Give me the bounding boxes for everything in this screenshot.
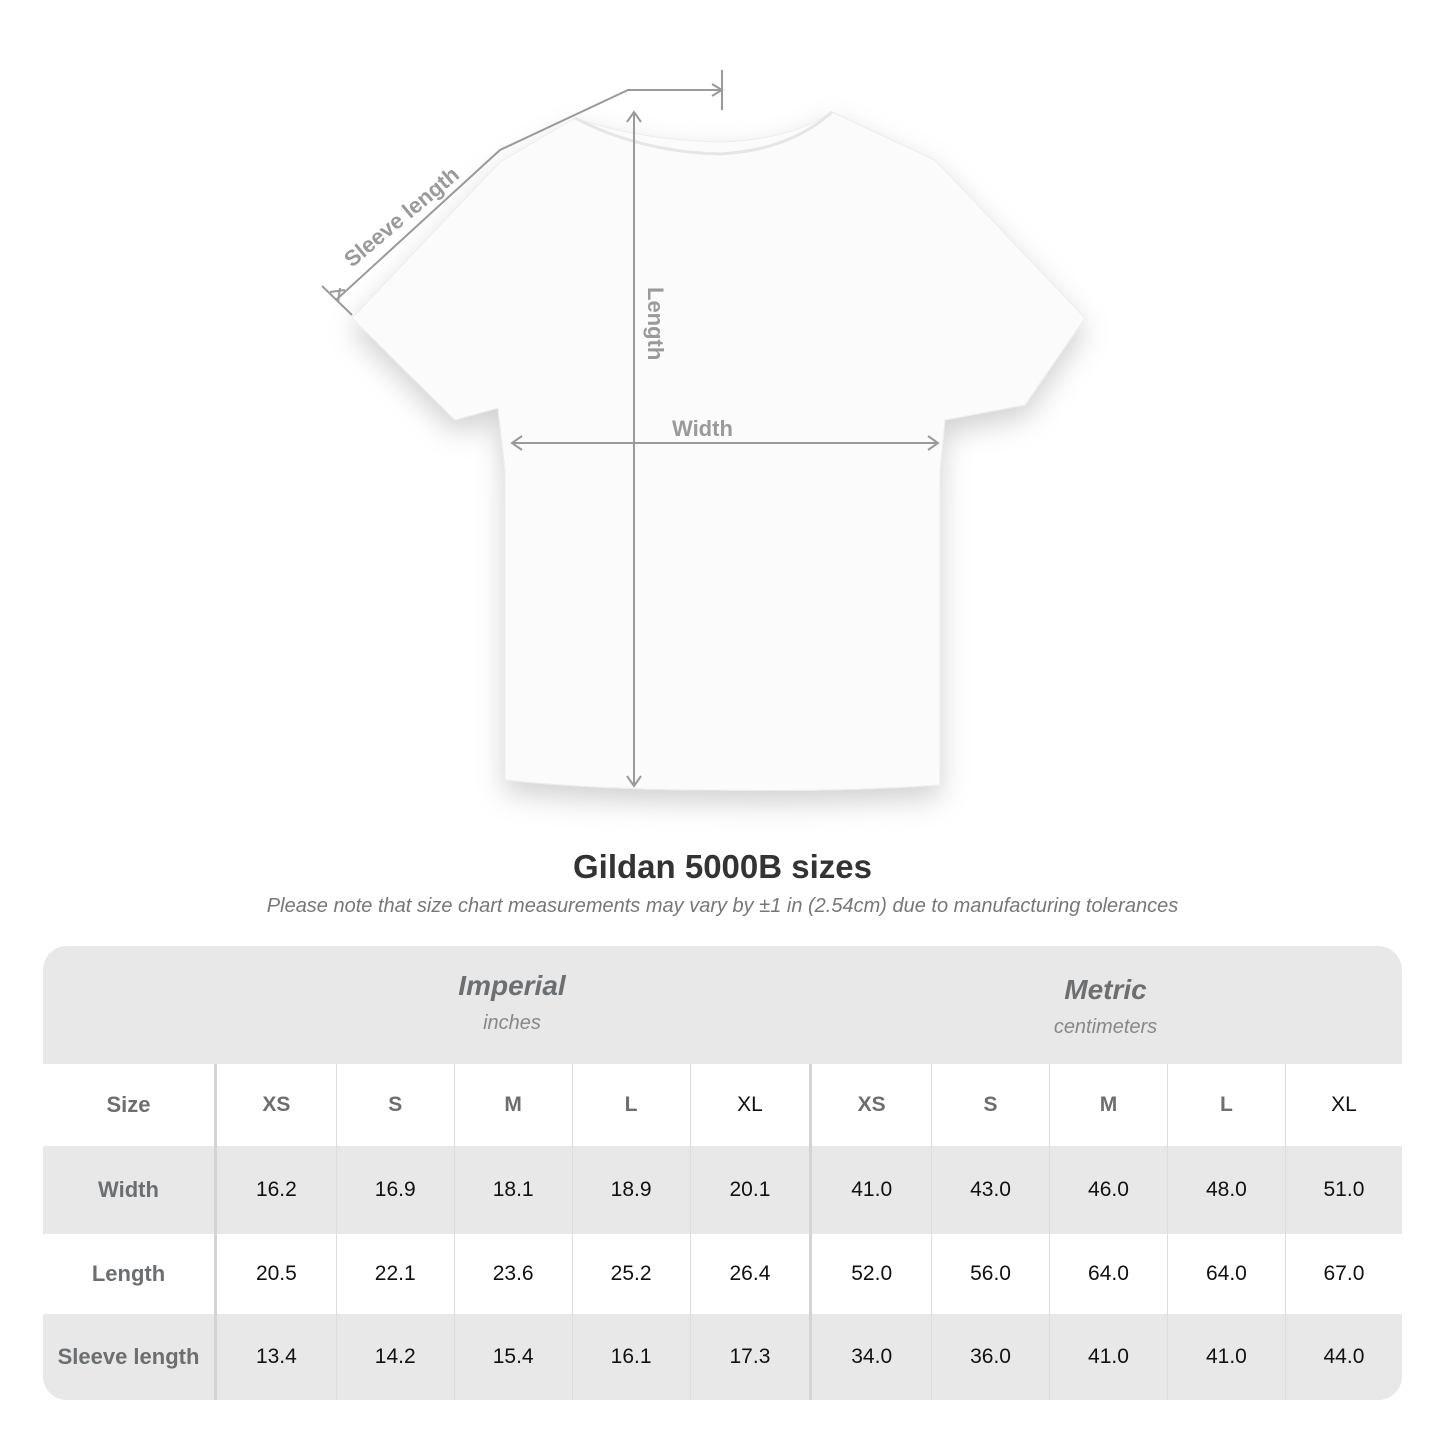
metric-size-m: M [1049,1064,1168,1146]
table-row: Length 20.5 22.1 23.6 25.2 26.4 52.0 56.0 64.0 64… [43,1234,1402,1314]
metric-value: 67.0 [1284,1234,1402,1314]
metric-value: 48.0 [1166,1146,1286,1234]
metric-unit: centimeters [1053,1016,1158,1038]
imperial-value: 18.1 [453,1146,573,1234]
imperial-value: 15.4 [453,1314,573,1400]
tolerance-note: Please note that size chart measurements… [266,895,1179,917]
metric-value: 46.0 [1049,1146,1168,1234]
imperial-header: Imperial inches [215,970,809,1088]
imperial-size-xl: XL [689,1064,811,1146]
metric-value: 36.0 [931,1314,1050,1400]
row-label: Width [43,1146,217,1234]
metric-value: 52.0 [809,1234,932,1314]
imperial-value: 17.3 [689,1314,811,1400]
tshirt-image [351,111,1086,791]
size-table-panel: Imperial inches Metric centimeters Size X… [43,946,1402,1400]
imperial-value: 18.9 [571,1146,691,1234]
imperial-value: 16.9 [335,1146,455,1234]
metric-value: 34.0 [809,1314,932,1400]
metric-value: 41.0 [1049,1314,1168,1400]
metric-size-s: S [931,1064,1050,1146]
imperial-size-xs: XS [215,1064,337,1146]
tshirt-diagram: Sleeve length Length Width [321,70,1086,791]
metric-value: 64.0 [1166,1234,1286,1314]
row-label: Length [43,1234,217,1314]
metric-value: 56.0 [931,1234,1050,1314]
metric-size-xl: XL [1284,1064,1402,1146]
size-table: Size XS S M L XL XS S M L XL Width 16.2 16.9 18.1 18.9 2… [43,1064,1402,1400]
sleeve-measure-line [335,89,722,301]
imperial-value: 25.2 [571,1234,691,1314]
metric-size-l: L [1166,1064,1286,1146]
table-row: Width 16.2 16.9 18.1 18.9 20.1 41.0 43.0 46.0 48.… [43,1146,1402,1234]
imperial-value: 16.2 [215,1146,337,1234]
metric-value: 64.0 [1049,1234,1168,1314]
row-label: Sleeve length [43,1314,217,1400]
metric-size-xs: XS [809,1064,932,1146]
width-measure-line [510,435,940,451]
length-label: Length [643,287,668,360]
imperial-value: 13.4 [215,1314,337,1400]
size-header-row: Size XS S M L XL XS S M L XL [43,1064,1402,1146]
width-label: Width [672,416,733,441]
imperial-size-l: L [571,1064,691,1146]
imperial-value: 16.1 [571,1314,691,1400]
size-label: Size [43,1064,217,1146]
metric-value: 44.0 [1284,1314,1402,1400]
imperial-size-m: M [453,1064,573,1146]
imperial-value: 23.6 [453,1234,573,1314]
metric-value: 41.0 [1166,1314,1286,1400]
page-title: Gildan 5000B sizes [573,848,872,885]
imperial-size-s: S [335,1064,455,1146]
imperial-value: 14.2 [335,1314,455,1400]
imperial-value: 26.4 [689,1234,811,1314]
imperial-value: 22.1 [335,1234,455,1314]
imperial-value: 20.1 [689,1146,811,1234]
metric-header: Metric centimeters [809,974,1402,1092]
imperial-unit: inches [483,1012,541,1034]
metric-title: Metric [1064,974,1147,1005]
length-measure-line [626,110,642,788]
metric-value: 43.0 [931,1146,1050,1234]
metric-value: 51.0 [1284,1146,1402,1234]
imperial-value: 20.5 [215,1234,337,1314]
metric-value: 41.0 [809,1146,932,1234]
table-row: Sleeve length 13.4 14.2 15.4 16.1 17.3 34.0 36.… [43,1314,1402,1400]
imperial-title: Imperial [458,970,566,1001]
